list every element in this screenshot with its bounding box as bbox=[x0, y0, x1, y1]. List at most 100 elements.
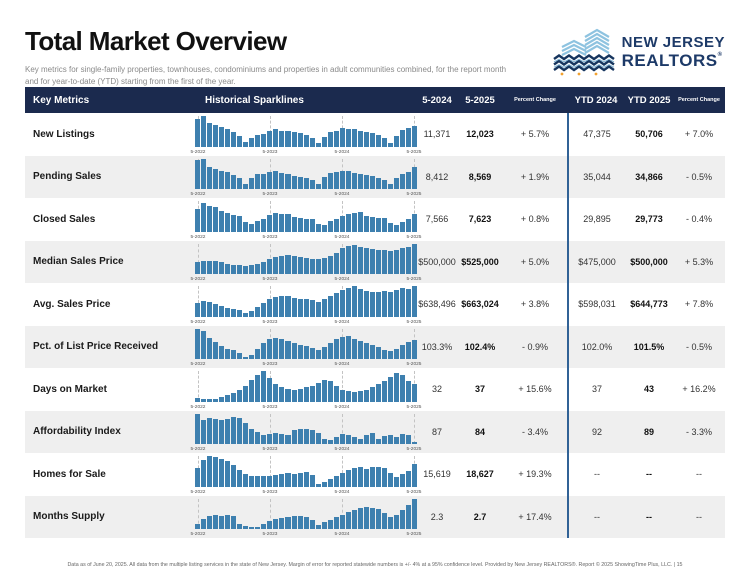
header-percent-change-ytd: Percent Change bbox=[678, 97, 720, 103]
metric-label: New Listings bbox=[33, 128, 95, 140]
spark-axis-label: 5-2023 bbox=[262, 234, 278, 240]
sparkline-chart: 5-2022 5-2023 5-2024 5-2025 bbox=[191, 241, 421, 284]
table-row: Affordability Index 5-2022 5-2023 5-2024 5-2… bbox=[25, 410, 725, 454]
page-title: Total Market Overview bbox=[25, 26, 287, 56]
spark-axis-label: 5-2025 bbox=[406, 149, 422, 155]
value-month-2025: 2.7 bbox=[473, 511, 487, 522]
value-month-2024: 15,619 bbox=[423, 469, 451, 480]
spark-axis-label: 5-2022 bbox=[190, 404, 206, 410]
sparkline-chart: 5-2022 5-2023 5-2024 5-2025 bbox=[191, 156, 421, 199]
waves-buildings-icon bbox=[552, 28, 615, 76]
spark-axis-label: 5-2025 bbox=[406, 319, 422, 325]
registered-mark: ® bbox=[717, 52, 723, 58]
value-percent-change-month: - 0.9% bbox=[521, 341, 548, 352]
value-ytd-2025: 101.5% bbox=[633, 341, 665, 352]
metric-label: Affordability Index bbox=[33, 426, 121, 438]
value-month-2024: 11,371 bbox=[423, 129, 451, 140]
table-row: Median Sales Price 5-2022 5-2023 5-2024 5-20… bbox=[25, 240, 725, 284]
spark-axis-label: 5-2025 bbox=[406, 447, 422, 452]
value-ytd-2024: 47,375 bbox=[567, 113, 625, 156]
value-month-2025: 8,569 bbox=[468, 171, 492, 182]
sparkline-chart: 5-2022 5-2023 5-2024 5-2025 bbox=[191, 411, 421, 454]
spark-axis-label: 5-2022 bbox=[190, 277, 206, 282]
value-ytd-2024: 35,044 bbox=[567, 155, 625, 198]
value-month-2024: $500,000 bbox=[418, 256, 456, 267]
header-sparklines: Historical Sparklines bbox=[205, 94, 304, 106]
value-ytd-2024: -- bbox=[567, 453, 625, 496]
value-percent-change-month: - 3.4% bbox=[521, 426, 548, 437]
metric-label: Homes for Sale bbox=[33, 468, 106, 480]
spark-axis-label: 5-2023 bbox=[262, 489, 278, 495]
value-ytd-2025: $644,773 bbox=[630, 299, 668, 310]
value-ytd-2025: 89 bbox=[643, 426, 654, 437]
value-percent-change-ytd: -- bbox=[696, 511, 702, 522]
spark-axis-label: 5-2025 bbox=[406, 362, 422, 367]
spark-axis-label: 5-2023 bbox=[262, 192, 278, 197]
spark-axis-label: 5-2024 bbox=[334, 489, 350, 495]
spark-axis-label: 5-2022 bbox=[190, 234, 206, 240]
title-block: Total Market Overview Key metrics for si… bbox=[25, 26, 506, 89]
value-ytd-2025: 50,706 bbox=[635, 129, 663, 140]
sparkline-chart: 5-2022 5-2023 5-2024 5-2025 bbox=[191, 283, 421, 326]
spark-axis-label: 5-2023 bbox=[262, 149, 278, 155]
table-row: Days on Market 5-2022 5-2023 5-2024 5-2025 32… bbox=[25, 368, 725, 411]
spark-axis-label: 5-2022 bbox=[190, 362, 206, 367]
metric-label: Closed Sales bbox=[33, 213, 96, 225]
value-ytd-2024: $475,000 bbox=[567, 240, 625, 283]
spark-axis-label: 5-2024 bbox=[334, 404, 350, 410]
value-month-2024: 103.3% bbox=[421, 341, 453, 352]
value-percent-change-ytd: + 5.3% bbox=[684, 256, 714, 267]
table-row: Avg. Sales Price 5-2022 5-2023 5-2024 5-2025… bbox=[25, 283, 725, 326]
value-ytd-2024: 92 bbox=[567, 410, 625, 453]
value-month-2024: 32 bbox=[431, 384, 442, 395]
sparkline-chart: 5-2022 5-2023 5-2024 5-2025 bbox=[191, 113, 421, 156]
value-percent-change-ytd: - 3.3% bbox=[685, 426, 712, 437]
table-row: Pending Sales 5-2022 5-2023 5-2024 5-2025 8,4… bbox=[25, 155, 725, 199]
value-percent-change-month: + 19.3% bbox=[518, 469, 552, 480]
spark-axis-label: 5-2022 bbox=[190, 447, 206, 452]
spark-axis-label: 5-2024 bbox=[334, 362, 350, 367]
sparkline-chart: 5-2022 5-2023 5-2024 5-2025 bbox=[191, 368, 421, 411]
spark-axis-label: 5-2025 bbox=[406, 277, 422, 282]
spark-axis-label: 5-2025 bbox=[406, 234, 422, 240]
value-percent-change-ytd: - 0.5% bbox=[685, 171, 712, 182]
metric-label: Days on Market bbox=[33, 383, 107, 395]
header-percent-change-month: Percent Change bbox=[514, 97, 556, 103]
sparkline-chart: 5-2022 5-2023 5-2024 5-2025 bbox=[191, 453, 421, 496]
spark-axis-label: 5-2023 bbox=[262, 362, 278, 367]
value-ytd-2024: $598,031 bbox=[567, 283, 625, 326]
spark-axis-label: 5-2024 bbox=[334, 447, 350, 452]
value-percent-change-month: + 5.0% bbox=[520, 256, 550, 267]
value-percent-change-month: + 15.6% bbox=[518, 384, 552, 395]
spark-axis-label: 5-2025 bbox=[406, 404, 422, 410]
subtitle-line-2: and for year-to-date (YTD) starting from… bbox=[25, 77, 236, 87]
spark-axis-label: 5-2023 bbox=[262, 277, 278, 282]
value-percent-change-ytd: - 0.4% bbox=[685, 214, 712, 225]
value-month-2024: 2.3 bbox=[430, 511, 444, 522]
value-ytd-2025: 34,866 bbox=[635, 171, 663, 182]
spark-axis-label: 5-2024 bbox=[334, 192, 350, 197]
spark-axis-label: 5-2023 bbox=[262, 532, 278, 537]
value-percent-change-month: + 5.7% bbox=[520, 129, 550, 140]
value-ytd-2025: $500,000 bbox=[630, 256, 668, 267]
page-subtitle: Key metrics for single-family properties… bbox=[25, 64, 506, 89]
nj-realtors-logo: NEW JERSEY REALTORS® bbox=[552, 28, 725, 76]
sparkline-chart: 5-2022 5-2023 5-2024 5-2025 bbox=[191, 496, 421, 539]
header-ytd-2024: YTD 2024 bbox=[574, 94, 618, 106]
value-month-2025: 12,023 bbox=[466, 129, 494, 140]
spark-axis-label: 5-2025 bbox=[406, 489, 422, 495]
value-percent-change-ytd: - 0.5% bbox=[685, 341, 712, 352]
spark-axis-label: 5-2022 bbox=[190, 489, 206, 495]
table-row: New Listings 5-2022 5-2023 5-2024 5-2025 11,3… bbox=[25, 113, 725, 156]
value-ytd-2024: 102.0% bbox=[567, 325, 625, 368]
value-month-2025: 37 bbox=[474, 384, 485, 395]
value-ytd-2025: 43 bbox=[643, 384, 654, 395]
header-month-2025: 5-2025 bbox=[465, 94, 495, 106]
value-percent-change-ytd: + 7.8% bbox=[684, 299, 714, 310]
value-month-2025: 84 bbox=[474, 426, 485, 437]
value-month-2025: 7,623 bbox=[468, 214, 492, 225]
sparkline-chart: 5-2022 5-2023 5-2024 5-2025 bbox=[191, 326, 421, 369]
metrics-table: Key Metrics Historical Sparklines 5-2024… bbox=[25, 87, 725, 538]
spark-axis-label: 5-2024 bbox=[334, 234, 350, 240]
spark-axis-label: 5-2022 bbox=[190, 192, 206, 197]
